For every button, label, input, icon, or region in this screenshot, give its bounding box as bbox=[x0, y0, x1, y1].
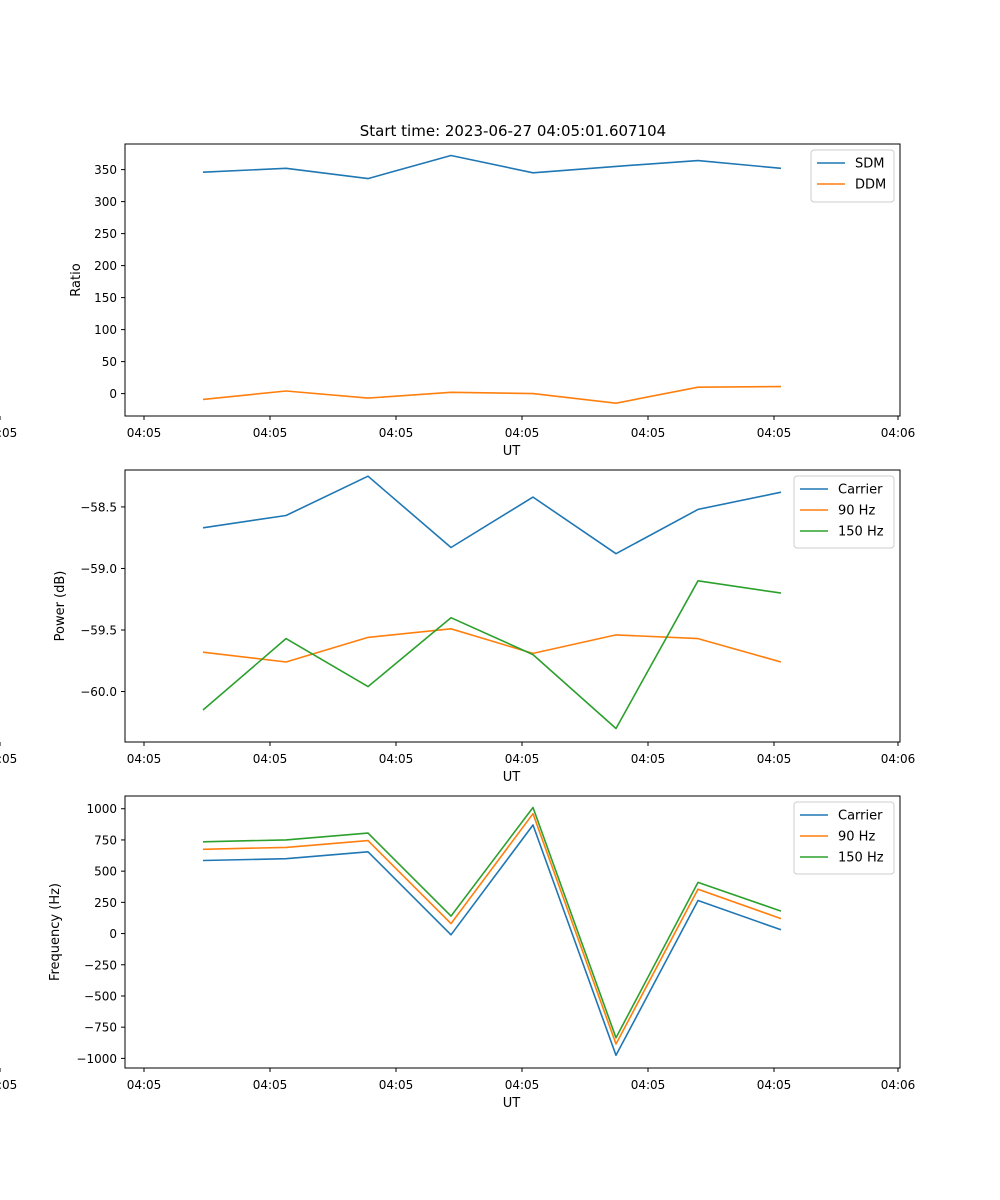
y-tick-label: 0 bbox=[109, 387, 117, 401]
figure-title: Start time: 2023-06-27 04:05:01.607104 bbox=[360, 122, 666, 140]
y-tick-label: −750 bbox=[84, 1021, 117, 1035]
subplot-1: 0 50 100 150 200 250 300 350 04:05 04:05 04:05 04:0… bbox=[0, 143, 916, 459]
axes-frame bbox=[124, 795, 901, 1069]
x-tick-label: 04:05 bbox=[631, 1078, 666, 1092]
series-line-90-hz bbox=[202, 812, 782, 1045]
x-tick-label: 04:05 bbox=[379, 752, 414, 766]
legend-label: 150 Hz bbox=[838, 525, 884, 540]
x-axis-label: UT bbox=[503, 770, 521, 785]
x-tick-label: 04:06 bbox=[881, 1078, 916, 1092]
subplot-3: −1000 −750 −500 −250 0 250 500 750 1000 04:05 04:0… bbox=[0, 795, 916, 1111]
x-tick-label: 04:05 bbox=[253, 752, 288, 766]
x-tick-label: 04:05 bbox=[379, 1078, 414, 1092]
y-tick-label: 0 bbox=[109, 927, 117, 941]
x-tick-label: 04:05 bbox=[505, 426, 540, 440]
x-tick-label: 04:05 bbox=[505, 752, 540, 766]
x-tick-label: 04:05 bbox=[127, 1078, 162, 1092]
y-tick-label: 250 bbox=[94, 896, 117, 910]
y-tick-label: −1000 bbox=[76, 1052, 117, 1066]
x-tick-label: 04:05 bbox=[757, 426, 792, 440]
x-tick-label: 04:06 bbox=[881, 426, 916, 440]
subplots: 0 50 100 150 200 250 300 350 04:05 04:05 04:05 04:0… bbox=[0, 143, 916, 1111]
series-line-ddm bbox=[202, 385, 782, 405]
x-tick-label: 04:05 bbox=[631, 426, 666, 440]
x-tick-label: 04:05 bbox=[505, 1078, 540, 1092]
series-line-carrier bbox=[202, 475, 782, 555]
legend-label: 90 Hz bbox=[838, 830, 875, 845]
legend: SDM DDM bbox=[810, 149, 895, 203]
legend: Carrier 90 Hz 150 Hz bbox=[793, 801, 895, 875]
y-tick-label: 50 bbox=[102, 355, 117, 369]
y-tick-label: −59.0 bbox=[80, 562, 117, 576]
x-tick-label: 04:05 bbox=[253, 1078, 288, 1092]
legend-label: SDM bbox=[855, 157, 884, 172]
x-tick-label: 04:05 bbox=[757, 1078, 792, 1092]
y-tick-label: −58.5 bbox=[80, 500, 117, 514]
legend: Carrier 90 Hz 150 Hz bbox=[793, 475, 895, 549]
x-tick-label: 04:05 bbox=[757, 752, 792, 766]
y-tick-label: 200 bbox=[94, 259, 117, 273]
y-tick-label: 1000 bbox=[86, 802, 117, 816]
x-axis-label: UT bbox=[503, 444, 521, 459]
series-line-sdm bbox=[202, 154, 782, 180]
subplot-2: −60.0 −59.5 −59.0 −58.5 04:05 04:05 04:05 04:05… bbox=[0, 469, 916, 785]
y-tick-label: 100 bbox=[94, 323, 117, 337]
x-tick-label: 04:05 bbox=[0, 1078, 17, 1092]
legend-label: 90 Hz bbox=[838, 504, 875, 519]
y-axis-label: Ratio bbox=[69, 263, 84, 296]
y-tick-label: −250 bbox=[84, 958, 117, 972]
x-axis-label: UT bbox=[503, 1096, 521, 1111]
series-line-150-hz bbox=[202, 806, 782, 1039]
y-tick-label: 750 bbox=[94, 833, 117, 847]
legend-label: 150 Hz bbox=[838, 851, 884, 866]
y-axis-label: Frequency (Hz) bbox=[48, 883, 63, 981]
x-tick-label: 04:05 bbox=[0, 426, 17, 440]
legend-label: Carrier bbox=[838, 483, 883, 498]
y-tick-label: −500 bbox=[84, 989, 117, 1003]
y-tick-label: −59.5 bbox=[80, 624, 117, 638]
series-line-90-hz bbox=[202, 627, 782, 663]
x-tick-label: 04:05 bbox=[127, 426, 162, 440]
y-tick-label: 300 bbox=[94, 195, 117, 209]
x-tick-label: 04:05 bbox=[127, 752, 162, 766]
y-tick-label: 350 bbox=[94, 163, 117, 177]
y-axis-label: Power (dB) bbox=[53, 571, 68, 642]
x-tick-label: 04:06 bbox=[881, 752, 916, 766]
y-tick-label: 150 bbox=[94, 291, 117, 305]
legend-box bbox=[793, 801, 895, 875]
x-tick-label: 04:05 bbox=[379, 426, 414, 440]
y-tick-label: 500 bbox=[94, 865, 117, 879]
x-tick-label: 04:05 bbox=[253, 426, 288, 440]
series-line-150-hz bbox=[202, 579, 782, 730]
x-tick-label: 04:05 bbox=[631, 752, 666, 766]
y-tick-label: 250 bbox=[94, 227, 117, 241]
legend-box bbox=[793, 475, 895, 549]
legend-label: DDM bbox=[855, 178, 886, 193]
series-line-carrier bbox=[202, 824, 782, 1057]
axes-frame bbox=[124, 143, 901, 417]
x-tick-label: 04:05 bbox=[0, 752, 17, 766]
axes-frame bbox=[124, 469, 901, 743]
y-tick-label: −60.0 bbox=[80, 685, 117, 699]
legend-label: Carrier bbox=[838, 809, 883, 824]
